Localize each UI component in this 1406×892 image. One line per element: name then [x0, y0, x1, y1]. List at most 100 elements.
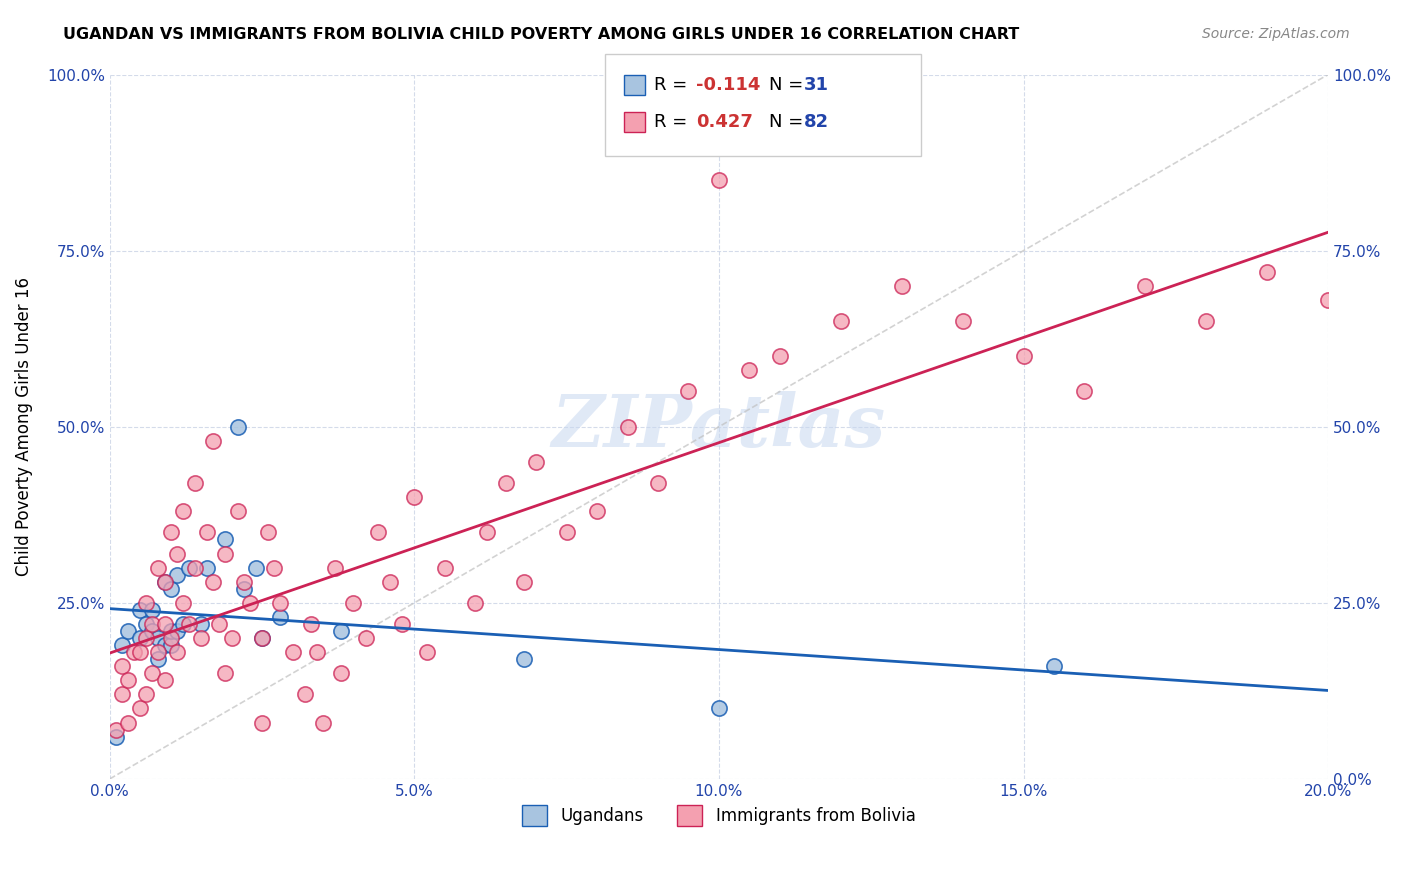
Point — [586, 504, 609, 518]
Point — [299, 616, 322, 631]
Point — [104, 723, 127, 737]
Point — [269, 610, 291, 624]
Point — [378, 574, 401, 589]
Point — [404, 490, 426, 504]
Point — [1073, 384, 1095, 399]
Point — [202, 574, 225, 589]
Point — [890, 278, 912, 293]
Point — [172, 596, 194, 610]
Point — [464, 596, 486, 610]
Text: R =: R = — [654, 76, 693, 94]
Point — [172, 504, 194, 518]
Point — [647, 476, 669, 491]
Point — [738, 363, 761, 377]
Point — [1135, 278, 1157, 293]
Point — [159, 624, 181, 638]
Point — [281, 645, 304, 659]
Text: Source: ZipAtlas.com: Source: ZipAtlas.com — [1202, 27, 1350, 41]
Point — [513, 574, 536, 589]
Point — [367, 525, 389, 540]
Point — [111, 687, 134, 701]
Point — [1012, 349, 1035, 363]
Point — [141, 666, 163, 681]
Point — [1378, 208, 1400, 222]
Point — [153, 574, 176, 589]
Point — [129, 603, 152, 617]
Point — [184, 476, 207, 491]
Point — [707, 701, 730, 715]
Point — [177, 560, 200, 574]
Point — [135, 616, 157, 631]
Point — [202, 434, 225, 448]
Point — [342, 596, 364, 610]
Point — [129, 645, 152, 659]
Point — [354, 631, 377, 645]
Text: 31: 31 — [804, 76, 830, 94]
Point — [111, 659, 134, 673]
Point — [117, 673, 139, 688]
Point — [159, 525, 181, 540]
Point — [707, 173, 730, 187]
Point — [323, 560, 346, 574]
Legend: Ugandans, Immigrants from Bolivia: Ugandans, Immigrants from Bolivia — [515, 797, 924, 834]
Point — [226, 419, 249, 434]
Point — [195, 560, 218, 574]
Text: 82: 82 — [804, 113, 830, 131]
Point — [153, 616, 176, 631]
Point — [141, 624, 163, 638]
Point — [159, 638, 181, 652]
Point — [239, 596, 262, 610]
Y-axis label: Child Poverty Among Girls Under 16: Child Poverty Among Girls Under 16 — [15, 277, 32, 576]
Point — [208, 616, 231, 631]
Text: N =: N = — [769, 76, 808, 94]
Point — [153, 673, 176, 688]
Point — [330, 624, 353, 638]
Point — [250, 631, 273, 645]
Point — [195, 525, 218, 540]
Point — [257, 525, 280, 540]
Point — [495, 476, 517, 491]
Point — [952, 314, 974, 328]
Point — [214, 666, 236, 681]
Point — [415, 645, 437, 659]
Point — [166, 645, 188, 659]
Point — [294, 687, 316, 701]
Point — [221, 631, 243, 645]
Text: 0.427: 0.427 — [696, 113, 752, 131]
Point — [141, 616, 163, 631]
Point — [232, 582, 254, 596]
Point — [250, 631, 273, 645]
Point — [330, 666, 353, 681]
Point — [184, 560, 207, 574]
Point — [555, 525, 578, 540]
Point — [135, 596, 157, 610]
Point — [117, 624, 139, 638]
Point — [226, 504, 249, 518]
Point — [148, 560, 170, 574]
Point — [1347, 244, 1369, 258]
Point — [117, 715, 139, 730]
Point — [513, 652, 536, 666]
Point — [214, 533, 236, 547]
Point — [214, 547, 236, 561]
Point — [263, 560, 285, 574]
Point — [769, 349, 792, 363]
Point — [135, 687, 157, 701]
Point — [177, 616, 200, 631]
Point — [122, 645, 145, 659]
Point — [159, 631, 181, 645]
Point — [616, 419, 638, 434]
Point — [135, 631, 157, 645]
Point — [172, 616, 194, 631]
Point — [245, 560, 267, 574]
Point — [190, 631, 212, 645]
Point — [1317, 293, 1340, 307]
Point — [129, 701, 152, 715]
Point — [678, 384, 700, 399]
Point — [524, 455, 547, 469]
Point — [1043, 659, 1066, 673]
Text: N =: N = — [769, 113, 808, 131]
Point — [141, 603, 163, 617]
Point — [111, 638, 134, 652]
Point — [159, 582, 181, 596]
